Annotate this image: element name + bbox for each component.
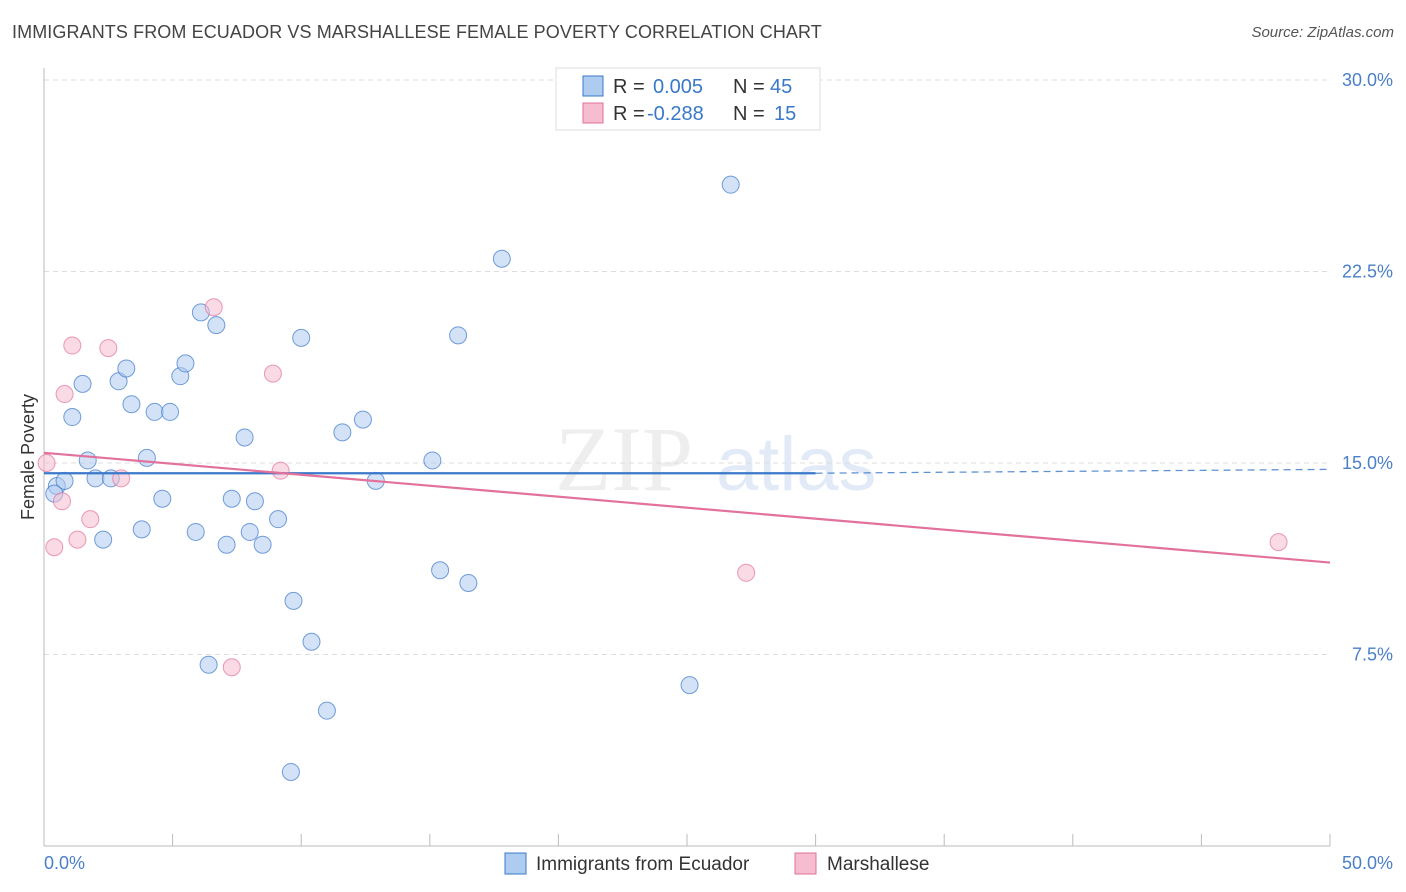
point-ecuador (431, 561, 450, 580)
point-ecuador (207, 316, 226, 335)
y-tick-label: 22.5% (1342, 262, 1393, 282)
watermark-atlas: atlas (716, 422, 877, 507)
point-marshallese (1269, 533, 1288, 552)
stats-n-value-2: 15 (774, 103, 796, 125)
legend-swatch-ecuador (504, 852, 527, 875)
point-ecuador (132, 520, 151, 539)
source-credit: Source: ZipAtlas.com (1251, 24, 1394, 41)
point-ecuador (73, 374, 92, 393)
chart-title: IMMIGRANTS FROM ECUADOR VS MARSHALLESE F… (12, 22, 822, 42)
point-ecuador (186, 522, 205, 541)
point-ecuador (161, 402, 180, 421)
trend-ecuador-extension (815, 468, 1331, 474)
point-marshallese (99, 339, 118, 358)
legend-swatch-marshallese (794, 852, 817, 875)
x-tick-label-max: 50.0% (1342, 853, 1393, 873)
stats-r-value-1: 0.005 (653, 76, 703, 98)
stats-r-label-2: R = (613, 103, 645, 125)
point-ecuador (721, 175, 740, 194)
point-marshallese (263, 364, 282, 383)
point-marshallese (222, 658, 241, 677)
point-marshallese (55, 385, 74, 404)
point-ecuador (281, 762, 300, 781)
point-ecuador (449, 326, 468, 345)
point-marshallese (81, 510, 100, 529)
point-ecuador (235, 428, 254, 447)
point-ecuador (199, 655, 218, 674)
point-ecuador (302, 632, 321, 651)
point-marshallese (68, 530, 87, 549)
point-ecuador (217, 535, 236, 554)
series-ecuador-points (45, 175, 740, 781)
y-axis-title: Female Poverty (18, 394, 38, 520)
point-ecuador (333, 423, 352, 442)
watermark-zip: ZIP (555, 408, 693, 510)
stats-n-label-1: N = (733, 76, 765, 98)
point-marshallese (204, 298, 223, 317)
point-marshallese (63, 336, 82, 355)
legend-label-ecuador: Immigrants from Ecuador (536, 854, 750, 875)
point-ecuador (492, 249, 511, 268)
stats-n-label-2: N = (733, 103, 765, 125)
y-tick-label: 15.0% (1342, 453, 1393, 473)
x-tick-label-min: 0.0% (44, 853, 85, 873)
point-ecuador (253, 535, 272, 554)
point-ecuador (63, 408, 82, 427)
watermark: ZIP atlas (555, 408, 877, 510)
y-tick-label: 30.0% (1342, 70, 1393, 90)
point-ecuador (680, 676, 699, 695)
point-ecuador (122, 395, 141, 414)
point-ecuador (222, 489, 241, 508)
y-tick-labels: 7.5% 15.0% 22.5% 30.0% (1342, 70, 1393, 665)
point-ecuador (78, 451, 97, 470)
legend-label-marshallese: Marshallese (827, 854, 929, 875)
trend-lines (43, 451, 1331, 564)
point-marshallese (37, 454, 56, 472)
stats-r-label-1: R = (613, 76, 645, 98)
point-ecuador (176, 354, 195, 373)
point-marshallese (53, 492, 72, 511)
point-ecuador (137, 448, 156, 467)
point-ecuador (94, 530, 113, 549)
point-ecuador (145, 402, 164, 421)
point-ecuador (317, 701, 336, 720)
point-ecuador (245, 492, 264, 511)
stats-box: R = 0.005 N = 45 R = -0.288 N = 15 (555, 67, 821, 131)
point-ecuador (353, 410, 372, 429)
point-ecuador (240, 522, 259, 541)
stats-swatch-blue (582, 75, 604, 97)
gridlines (44, 79, 1330, 655)
x-tick-marks (43, 834, 1331, 846)
point-ecuador (423, 451, 442, 470)
legend: Immigrants from Ecuador Marshallese (504, 852, 929, 875)
stats-swatch-pink (582, 102, 604, 124)
trend-marshallese (43, 451, 1331, 564)
y-tick-label: 7.5% (1352, 645, 1393, 665)
stats-r-value-2: -0.288 (647, 103, 704, 125)
series-marshallese-points (37, 298, 1288, 677)
stats-n-value-1: 45 (770, 76, 792, 98)
point-ecuador (292, 328, 311, 347)
point-ecuador (117, 359, 136, 378)
point-ecuador (269, 510, 288, 529)
point-marshallese (45, 538, 64, 557)
point-ecuador (284, 591, 303, 610)
point-ecuador (153, 489, 172, 508)
point-ecuador (459, 574, 478, 593)
point-marshallese (271, 461, 290, 480)
point-marshallese (737, 563, 756, 582)
